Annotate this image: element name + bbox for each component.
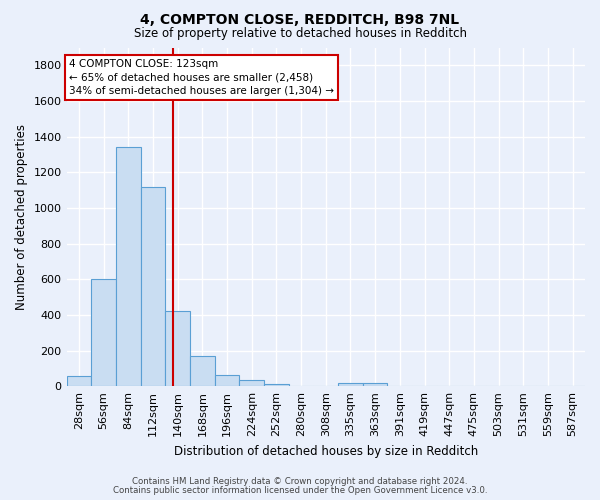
Bar: [140, 186, 165, 386]
Bar: [363, 382, 388, 386]
Text: 4, COMPTON CLOSE, REDDITCH, B98 7NL: 4, COMPTON CLOSE, REDDITCH, B98 7NL: [140, 12, 460, 26]
X-axis label: Distribution of detached houses by size in Redditch: Distribution of detached houses by size …: [173, 444, 478, 458]
Bar: [190, 356, 215, 386]
Y-axis label: Number of detached properties: Number of detached properties: [15, 124, 28, 310]
Text: Size of property relative to detached houses in Redditch: Size of property relative to detached ho…: [133, 28, 467, 40]
Bar: [116, 148, 140, 386]
Bar: [239, 380, 264, 386]
Text: 4 COMPTON CLOSE: 123sqm
← 65% of detached houses are smaller (2,458)
34% of semi: 4 COMPTON CLOSE: 123sqm ← 65% of detache…: [69, 60, 334, 96]
Bar: [264, 384, 289, 386]
Text: Contains HM Land Registry data © Crown copyright and database right 2024.: Contains HM Land Registry data © Crown c…: [132, 477, 468, 486]
Bar: [91, 279, 116, 386]
Text: Contains public sector information licensed under the Open Government Licence v3: Contains public sector information licen…: [113, 486, 487, 495]
Bar: [338, 382, 363, 386]
Bar: [67, 376, 91, 386]
Bar: [215, 376, 239, 386]
Bar: [165, 312, 190, 386]
